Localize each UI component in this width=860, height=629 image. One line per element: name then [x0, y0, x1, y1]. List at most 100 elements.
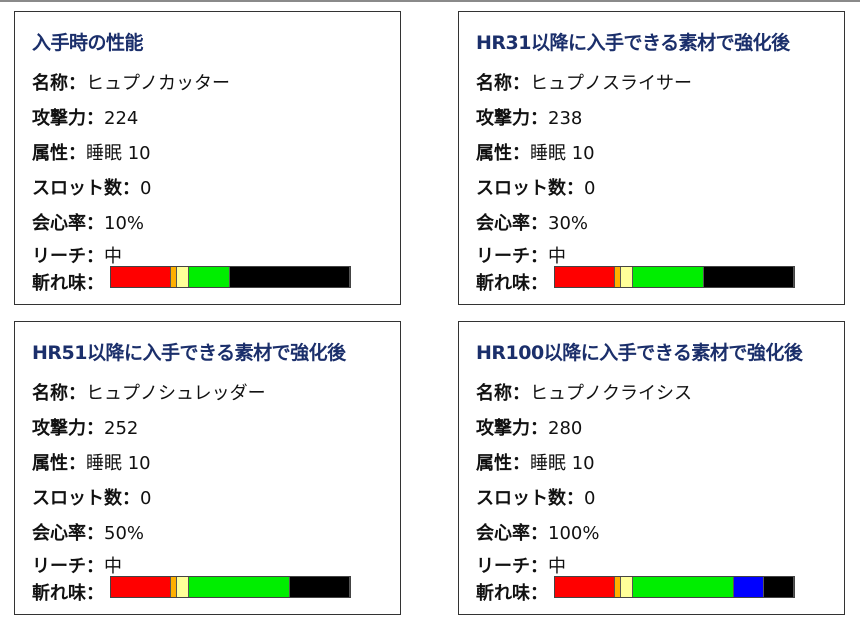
- stat-label: リーチ：: [32, 556, 104, 577]
- stat-label: 攻撃力：: [476, 108, 548, 129]
- stat-attack: 攻撃力：238: [476, 104, 582, 130]
- stat-name: 名称：ヒュプノスライサー: [476, 69, 692, 95]
- stat-label: 名称：: [32, 383, 86, 404]
- sharpness-orange: [170, 267, 177, 287]
- stat-value: 0: [140, 178, 152, 199]
- sharpness-yellow: [176, 577, 189, 597]
- sharpness-black: [704, 267, 794, 287]
- card-title: HR31以降に入手できる素材で強化後: [476, 32, 790, 54]
- sharpness-bar: [554, 266, 795, 288]
- stat-name: 名称：ヒュプノカッター: [32, 69, 230, 95]
- sharpness-green: [632, 267, 705, 287]
- stat-label: 会心率：: [32, 213, 104, 234]
- sharpness-bar: [554, 576, 795, 598]
- stat-sharpness: 斬れ味：: [476, 579, 548, 605]
- stat-value: 中: [548, 246, 566, 267]
- stat-slots: スロット数：0: [32, 484, 151, 510]
- weapon-stats-card: HR51以降に入手できる素材で強化後 名称：ヒュプノシュレッダー 攻撃力：252 属性…: [14, 321, 401, 615]
- stat-label: 斬れ味：: [32, 583, 104, 604]
- sharpness-orange: [614, 577, 621, 597]
- stat-reach: リーチ：中: [32, 242, 122, 268]
- sharpness-red: [555, 267, 615, 287]
- sharpness-yellow: [176, 267, 189, 287]
- stat-label: リーチ：: [476, 246, 548, 267]
- stat-label: 攻撃力：: [32, 108, 104, 129]
- sharpness-green: [188, 267, 231, 287]
- top-divider: [0, 0, 860, 2]
- stat-value: ヒュプノスライサー: [530, 73, 692, 94]
- stat-value: 100%: [548, 523, 600, 544]
- stat-value: 224: [104, 108, 139, 129]
- stat-reach: リーチ：中: [32, 552, 122, 578]
- stat-value: 0: [140, 488, 152, 509]
- stat-affinity: 会心率：50%: [32, 519, 144, 545]
- stat-element: 属性：睡眠 10: [32, 139, 151, 165]
- stat-sharpness: 斬れ味：: [32, 579, 104, 605]
- stat-label: 攻撃力：: [32, 418, 104, 439]
- stat-attack: 攻撃力：224: [32, 104, 138, 130]
- stat-value: 280: [548, 418, 583, 439]
- stat-label: 属性：: [32, 143, 86, 164]
- stat-slots: スロット数：0: [476, 174, 595, 200]
- stat-label: 属性：: [32, 453, 86, 474]
- sharpness-orange: [170, 577, 177, 597]
- sharpness-bar: [110, 576, 351, 598]
- sharpness-red: [111, 577, 171, 597]
- stat-label: 斬れ味：: [476, 273, 548, 294]
- stat-label: 属性：: [476, 453, 530, 474]
- stat-label: スロット数：: [476, 488, 584, 509]
- stat-label: 名称：: [476, 383, 530, 404]
- stat-element: 属性：睡眠 10: [476, 139, 595, 165]
- stat-label: 会心率：: [476, 523, 548, 544]
- stat-label: 攻撃力：: [476, 418, 548, 439]
- stat-label: 斬れ味：: [476, 583, 548, 604]
- stat-label: 属性：: [476, 143, 530, 164]
- sharpness-red: [111, 267, 171, 287]
- stat-value: 0: [584, 178, 596, 199]
- stat-sharpness: 斬れ味：: [32, 269, 104, 295]
- stat-value: 中: [104, 246, 122, 267]
- stat-element: 属性：睡眠 10: [32, 449, 151, 475]
- sharpness-green: [188, 577, 291, 597]
- stat-value: 10%: [104, 213, 145, 234]
- sharpness-black: [230, 267, 350, 287]
- sharpness-red: [555, 577, 615, 597]
- stat-value: 0: [584, 488, 596, 509]
- stat-value: 中: [548, 556, 566, 577]
- stat-label: スロット数：: [32, 488, 140, 509]
- sharpness-black: [290, 577, 350, 597]
- stat-label: 会心率：: [476, 213, 548, 234]
- stat-reach: リーチ：中: [476, 552, 566, 578]
- sharpness-blue: [734, 577, 765, 597]
- card-title: 入手時の性能: [32, 32, 144, 54]
- stat-value: 252: [104, 418, 139, 439]
- stat-attack: 攻撃力：280: [476, 414, 582, 440]
- stat-value: 睡眠 10: [86, 453, 151, 474]
- stat-affinity: 会心率：10%: [32, 209, 144, 235]
- stat-value: 睡眠 10: [86, 143, 151, 164]
- stat-name: 名称：ヒュプノシュレッダー: [32, 379, 266, 405]
- weapon-stats-card: HR31以降に入手できる素材で強化後 名称：ヒュプノスライサー 攻撃力：238 属性：…: [458, 11, 845, 305]
- stat-label: リーチ：: [476, 556, 548, 577]
- stat-value: 睡眠 10: [530, 143, 595, 164]
- weapon-stats-card: 入手時の性能 名称：ヒュプノカッター 攻撃力：224 属性：睡眠 10 スロット数：0 会…: [14, 11, 401, 305]
- sharpness-yellow: [620, 577, 633, 597]
- stat-value: 238: [548, 108, 583, 129]
- card-title: HR51以降に入手できる素材で強化後: [32, 342, 346, 364]
- stat-name: 名称：ヒュプノクライシス: [476, 379, 692, 405]
- sharpness-bar: [110, 266, 351, 288]
- weapon-stats-card: HR100以降に入手できる素材で強化後 名称：ヒュプノクライシス 攻撃力：280 属性…: [458, 321, 845, 615]
- sharpness-black: [764, 577, 794, 597]
- stat-label: 名称：: [476, 73, 530, 94]
- sharpness-green: [632, 577, 735, 597]
- stat-element: 属性：睡眠 10: [476, 449, 595, 475]
- stat-attack: 攻撃力：252: [32, 414, 138, 440]
- stat-value: ヒュプノクライシス: [530, 383, 692, 404]
- stat-label: 会心率：: [32, 523, 104, 544]
- sharpness-yellow: [620, 267, 633, 287]
- card-title: HR100以降に入手できる素材で強化後: [476, 342, 803, 364]
- stat-slots: スロット数：0: [32, 174, 151, 200]
- sharpness-orange: [614, 267, 621, 287]
- stat-label: 名称：: [32, 73, 86, 94]
- stat-label: リーチ：: [32, 246, 104, 267]
